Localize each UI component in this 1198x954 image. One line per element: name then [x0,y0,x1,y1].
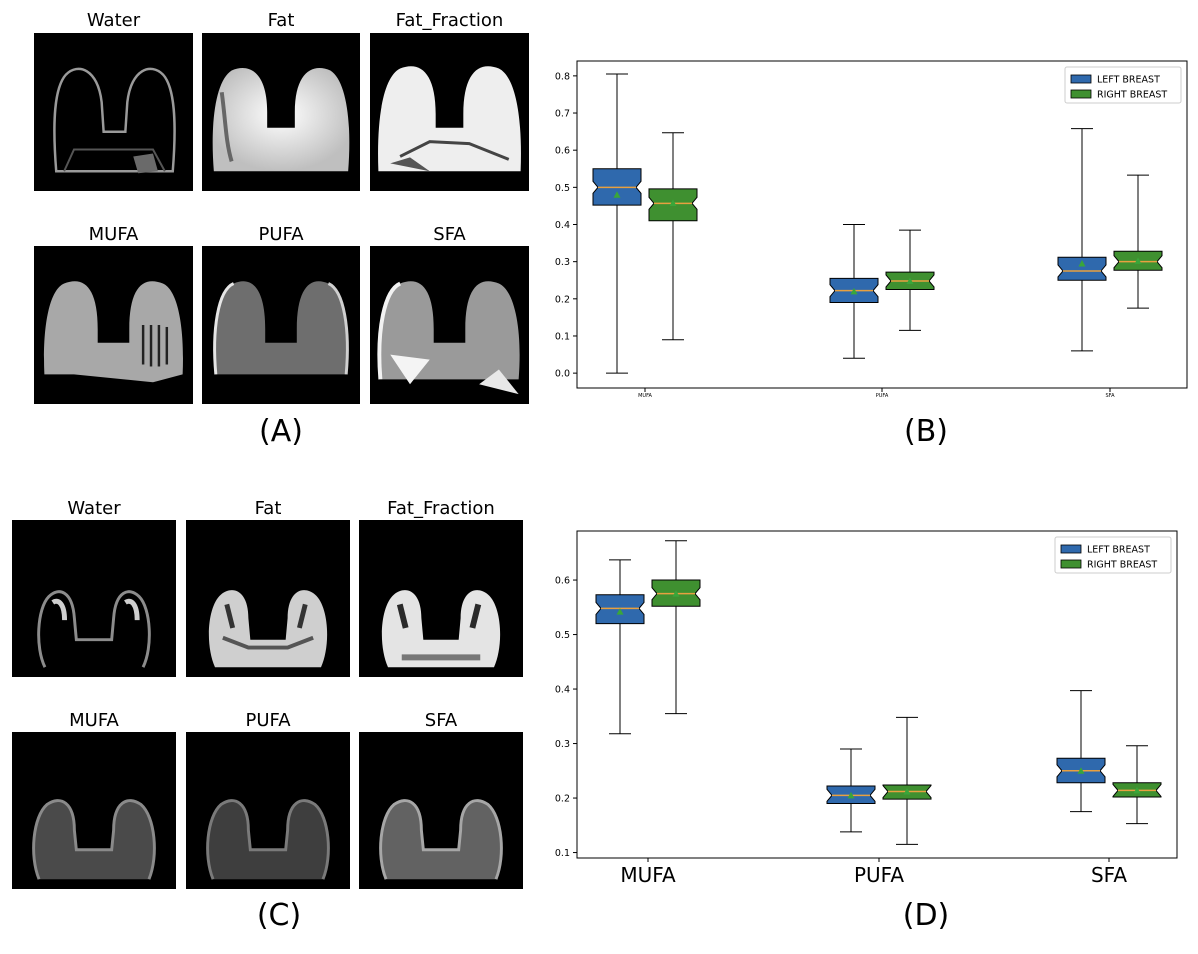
mean-marker [903,788,911,795]
legend-swatch-left [1070,74,1092,84]
a-title-water: Water [86,10,141,31]
box-left-sfa [1057,128,1107,352]
a-fat-image [202,33,360,191]
x-tick-label-sfa: SFA [1105,393,1115,399]
c-title-fat-fraction: Fat_Fraction [387,498,495,519]
a-title-fat: Fat [267,10,295,31]
y-tick-label: 0.1 [555,848,570,859]
mean-marker [616,608,624,615]
y-tick-label: 0.0 [555,369,570,380]
y-tick-label: 0.6 [555,576,570,587]
mean-marker [1077,767,1085,774]
mean-marker [850,287,858,295]
box-left-pufa [826,748,876,833]
panel-label-c: (C) [256,898,302,933]
legend-label-right: RIGHT BREAST [1087,560,1157,571]
y-tick-label: 0.3 [555,739,570,750]
a-title-pufa: PUFA [258,224,304,245]
c-sfa-image [359,732,523,889]
mean-marker [1078,260,1086,267]
legend-swatch-right [1070,89,1092,99]
c-title-water: Water [67,498,121,519]
y-tick-label: 0.2 [555,794,570,805]
mean-marker [1133,786,1141,794]
y-tick-label: 0.2 [555,294,570,305]
legend-box [1054,536,1172,574]
x-tick-label-pufa: PUFA [854,863,904,887]
box-right-sfa [1112,745,1162,825]
c-fat-fraction-image [359,520,523,677]
legend-label-left: LEFT BREAST [1097,75,1160,86]
y-tick-label: 0.1 [555,331,570,342]
c-title-mufa: MUFA [69,710,119,731]
box-right-mufa [651,540,701,715]
legend: LEFT BREAST RIGHT BREAST [1064,66,1182,104]
legend-label-right: RIGHT BREAST [1097,90,1167,101]
y-tick-label: 0.3 [555,257,570,268]
c-water-image [12,520,176,677]
c-pufa-image [186,732,350,889]
panel-label-d: (D) [902,898,950,933]
mean-marker [613,191,621,198]
a-title-fat-fraction: Fat_Fraction [395,10,504,31]
a-pufa-image [202,246,360,404]
y-tick-label: 0.5 [555,630,570,641]
a-fat-fraction-image [370,33,529,191]
box-right-pufa [882,716,932,845]
box-left-mufa [592,73,642,374]
a-title-mufa: MUFA [88,224,139,245]
c-title-pufa: PUFA [245,710,291,731]
box-right-mufa [648,132,698,341]
box-body [1057,256,1107,281]
mean-marker [669,199,677,206]
legend-swatch-left [1060,544,1082,554]
x-tick-label-mufa: MUFA [638,393,652,399]
c-title-sfa: SFA [424,710,458,731]
a-title-sfa: SFA [433,224,466,245]
chart-d: 0.1 0.2 0.3 0.4 0.5 0.6 MUFA PUFA SFA LEFT BREAST… [540,520,1198,900]
mean-marker [847,791,855,799]
legend-box [1064,66,1182,104]
x-tick-label-sfa: SFA [1091,863,1127,887]
x-tick-label-mufa: MUFA [620,863,676,887]
mean-marker [672,590,680,597]
a-sfa-image [370,246,529,404]
panel-label-b: (B) [904,414,948,449]
box-right-sfa [1113,174,1163,309]
box-left-sfa [1056,690,1106,813]
box-left-pufa [829,224,879,359]
c-title-fat: Fat [254,498,282,519]
box-left-mufa [595,559,645,735]
box-right-pufa [885,229,935,331]
c-mufa-image [12,732,176,889]
y-tick-label: 0.7 [555,109,570,120]
plot-frame [576,60,1188,389]
legend-swatch-right [1060,559,1082,569]
c-fat-image [186,520,350,677]
mean-marker [906,277,914,284]
y-tick-label: 0.5 [555,183,570,194]
y-tick-label: 0.4 [555,220,570,231]
chart-b: 0.0 0.1 0.2 0.3 0.4 0.5 0.6 0.7 0.8 MUFA PUFA SFA LE… [540,40,1198,420]
panel-label-a: (A) [259,414,303,449]
legend-label-left: LEFT BREAST [1087,545,1150,556]
a-mufa-image [34,246,193,404]
mean-marker [1134,257,1142,264]
y-tick-label: 0.8 [555,71,570,82]
y-tick-label: 0.6 [555,146,570,157]
plot-frame [576,530,1178,859]
x-tick-label-pufa: PUFA [876,393,889,399]
y-tick-label: 0.4 [555,685,570,696]
legend: LEFT BREAST RIGHT BREAST [1054,536,1172,574]
a-water-image [34,33,193,191]
